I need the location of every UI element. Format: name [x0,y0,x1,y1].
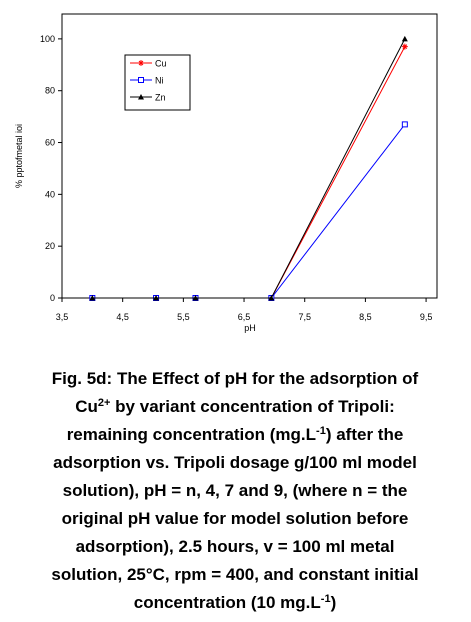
marker [401,121,408,128]
legend-marker [138,60,144,66]
caption-line: concentration (10 mg.L-1) [134,593,336,612]
caption-text: by variant concentration of Tripoli: [110,397,394,416]
x-tick-label: 5,5 [177,312,190,322]
marker [401,43,408,50]
caption-line: adsorption vs. Tripoli dosage g/100 ml m… [53,453,417,472]
caption-line: Fig. 5d: The Effect of pH for the adsorp… [52,369,419,388]
marker [401,35,408,42]
marker [153,295,160,301]
x-tick-label: 7,5 [298,312,311,322]
y-tick-label: 80 [45,86,55,96]
y-tick-label: 0 [50,293,55,303]
caption-line: original pH value for model solution bef… [62,509,409,528]
series-line [92,124,406,299]
x-tick-label: 9,5 [420,312,433,322]
y-tick-label: 100 [40,34,55,44]
y-tick-label: 20 [45,241,55,251]
y-tick-label: 40 [45,189,55,199]
caption-superscript: -1 [321,593,331,605]
caption-text: Fig. 5d: The Effect of pH for the adsorp… [52,369,419,388]
caption-line: solution, 25°C, rpm = 400, and constant … [51,565,418,584]
caption-text: solution, 25°C, rpm = 400, and constant … [51,565,418,584]
caption-text: concentration (10 mg.L [134,593,321,612]
caption-text: Cu [75,397,98,416]
caption-text: adsorption vs. Tripoli dosage g/100 ml m… [53,453,417,472]
y-axis-label: % pptofmetal ioi [14,124,24,188]
caption-line: solution), pH = n, 4, 7 and 9, (where n … [63,481,408,500]
legend-marker [138,94,144,100]
x-tick-label: 3,5 [56,312,69,322]
caption-superscript: 2+ [98,397,111,409]
x-tick-label: 4,5 [116,312,129,322]
legend-label: Cu [155,59,167,69]
marker [268,295,275,301]
marker [192,295,199,301]
caption-text: original pH value for model solution bef… [62,509,409,528]
y-tick-label: 60 [45,138,55,148]
legend-marker [138,77,144,83]
caption-text: solution), pH = n, 4, 7 and 9, (where n … [63,481,408,500]
caption-text: ) [331,593,337,612]
caption-superscript: -1 [316,425,326,437]
caption-line: remaining concentration (mg.L-1) after t… [67,425,404,444]
x-tick-label: 6,5 [238,312,251,322]
caption-line: Cu2+ by variant concentration of Tripoli… [75,397,395,416]
x-axis-label: pH [244,323,256,333]
legend-label: Ni [155,76,164,86]
caption-text: adsorption), 2.5 hours, v = 100 ml metal [76,537,395,556]
caption-text: remaining concentration (mg.L [67,425,316,444]
caption-text: ) after the [326,425,403,444]
legend-label: Zn [155,93,166,103]
x-tick-label: 8,5 [359,312,372,322]
caption-line: adsorption), 2.5 hours, v = 100 ml metal [76,537,395,556]
marker [89,295,96,301]
legend-box [124,54,191,111]
